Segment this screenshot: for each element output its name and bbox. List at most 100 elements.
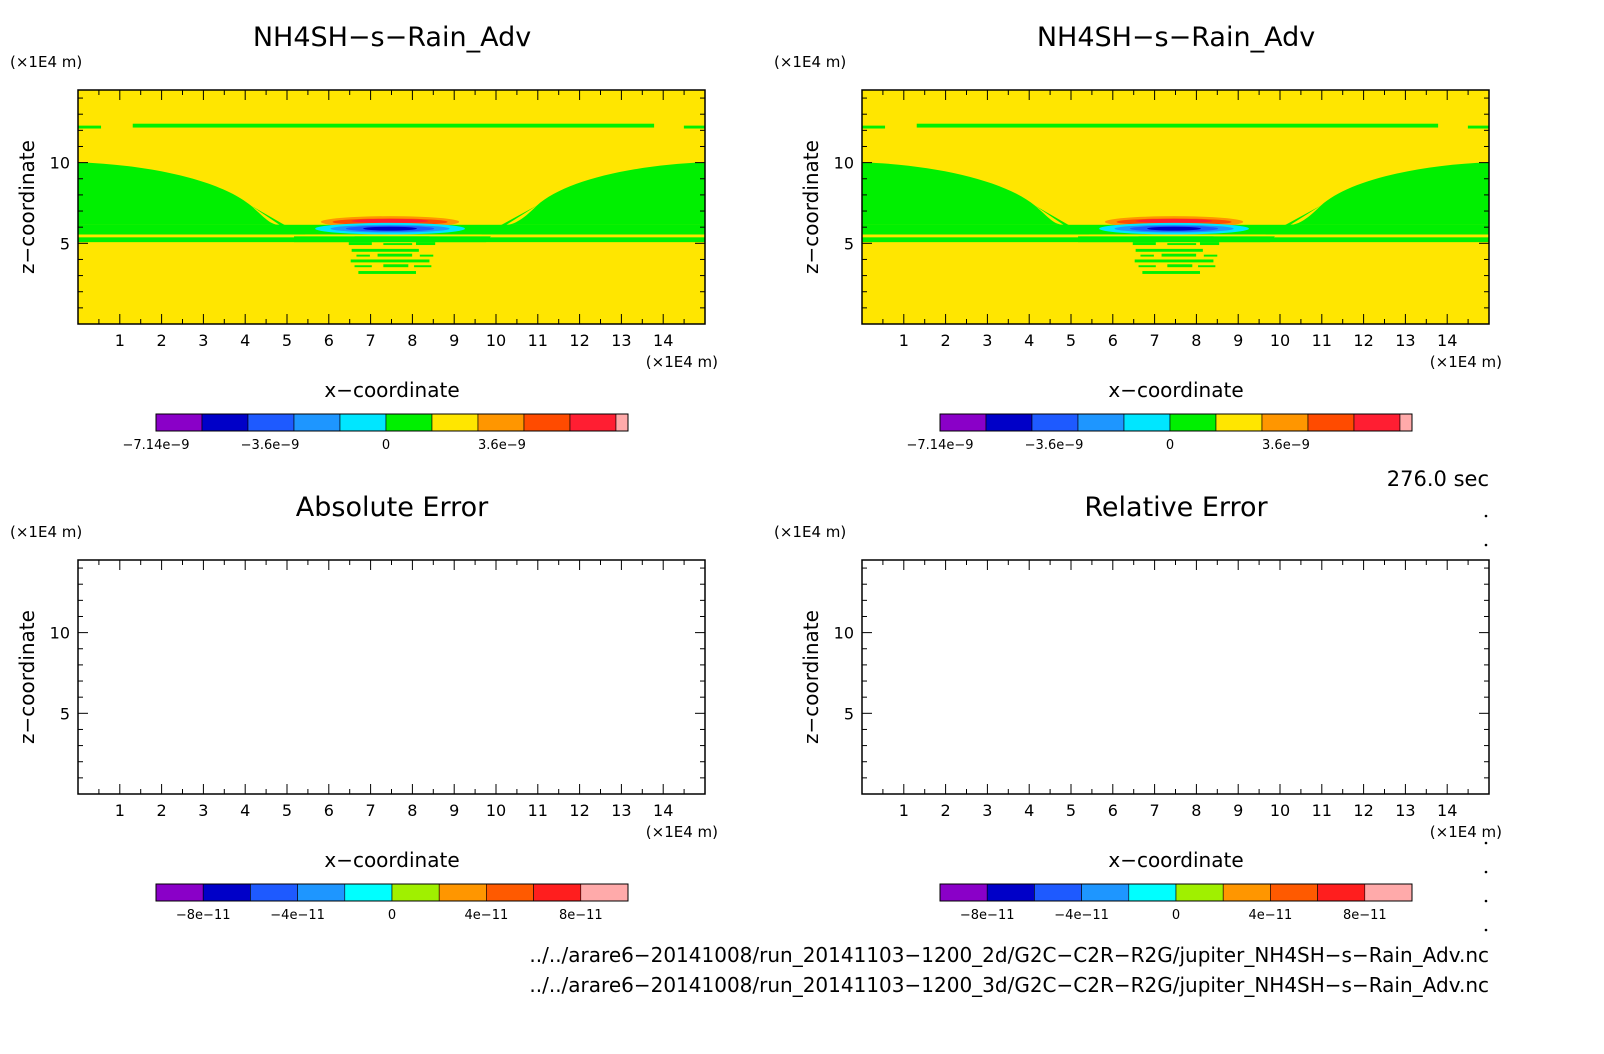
y-tick-label: 5: [844, 704, 854, 723]
colorbar-tick-label: 0: [388, 908, 396, 923]
colorbar-cell: [615, 413, 629, 432]
colorbar-cell: [533, 883, 582, 902]
x-tick-label: 6: [324, 801, 334, 820]
colorbar-tick-label: −7.14e−9: [907, 438, 974, 453]
x-tick-label: 3: [982, 331, 992, 350]
x-tick-label: 14: [653, 801, 673, 820]
colorbar-cell: [1128, 883, 1177, 902]
x-tick-label: 6: [1108, 331, 1118, 350]
x-tick-label: 14: [1437, 331, 1457, 350]
plot-frame: [77, 559, 706, 795]
colorbar-cell: [1353, 413, 1401, 432]
x-tick-label: 14: [653, 331, 673, 350]
file-path-3d: ../../arare6−20141008/run_20141103−1200_…: [529, 973, 1489, 997]
colorbar-cell: [477, 413, 525, 432]
x-tick-label: 10: [486, 331, 506, 350]
colorbar-cell: [523, 413, 571, 432]
colorbar-cell: [569, 413, 617, 432]
x-tick-label: 1: [115, 801, 125, 820]
x-tick-label: 11: [528, 331, 548, 350]
x-unit-label: (×1E4 m): [1430, 353, 1502, 371]
colorbar-cell: [1215, 413, 1263, 432]
x-tick-label: 8: [407, 331, 417, 350]
x-tick-label: 1: [899, 801, 909, 820]
x-tick-label: 4: [1024, 331, 1034, 350]
colorbar-cell: [580, 883, 629, 902]
y-axis-label: z−coordinate: [799, 610, 823, 744]
y-axis-label: z−coordinate: [15, 610, 39, 744]
y-tick-label: 10: [50, 624, 70, 643]
x-unit-label: (×1E4 m): [646, 823, 718, 841]
colorbar-tick-label: −3.6e−9: [241, 438, 300, 453]
colorbar-cell: [986, 883, 1035, 902]
x-tick-label: 5: [1066, 801, 1076, 820]
colorbar-tick-label: 8e−11: [1343, 908, 1387, 923]
x-tick-label: 14: [1437, 801, 1457, 820]
colorbar-cell: [155, 883, 204, 902]
colorbar-frame: [155, 883, 629, 902]
colorbar-tick-label: 3.6e−9: [478, 438, 526, 453]
y-axis-label: z−coordinate: [15, 140, 39, 274]
x-tick-label: 13: [1395, 331, 1415, 350]
colorbar-frame: [939, 883, 1413, 902]
colorbar-cell: [486, 883, 534, 902]
x-tick-label: 4: [1024, 801, 1034, 820]
x-tick-label: 5: [282, 331, 292, 350]
colorbar-cell: [438, 883, 487, 902]
x-tick-label: 2: [941, 801, 951, 820]
x-tick-label: 13: [611, 331, 631, 350]
x-tick-label: 9: [1233, 331, 1243, 350]
x-tick-label: 11: [1312, 801, 1332, 820]
x-tick-label: 3: [198, 801, 208, 820]
x-tick-label: 2: [157, 331, 167, 350]
colorbar-tick-label: 8e−11: [559, 908, 603, 923]
colorbar-cell: [939, 883, 988, 902]
colorbar-cell: [391, 883, 440, 902]
x-tick-label: 13: [1395, 801, 1415, 820]
colorbar-tick-label: −8e−11: [960, 908, 1015, 923]
panel-title: Relative Error: [1084, 492, 1268, 523]
y-unit-label: (×1E4 m): [10, 53, 82, 71]
contour-field: [862, 90, 1489, 324]
x-tick-label: 7: [1150, 801, 1160, 820]
plot-frame: [861, 559, 1490, 795]
colorbar-cell: [1169, 413, 1217, 432]
colorbar-cell: [1031, 413, 1079, 432]
x-tick-label: 5: [282, 801, 292, 820]
x-tick-label: 11: [1312, 331, 1332, 350]
colorbar-cell: [431, 413, 479, 432]
x-unit-label: (×1E4 m): [1430, 823, 1502, 841]
file-path-2d: ../../arare6−20141008/run_20141103−1200_…: [529, 943, 1489, 967]
x-tick-label: 9: [449, 801, 459, 820]
panel-absolute-error: Absolute Error (×1E4 m) 1 2 3 4 5 6 7 8 9 10 11 12 1…: [10, 492, 718, 923]
colorbar-tick-label: 4e−11: [465, 908, 509, 923]
colorbar-cell: [385, 413, 433, 432]
y-tick-label: 5: [844, 234, 854, 253]
colorbar: −8e−11 −4e−11 0 4e−11 8e−11: [155, 883, 629, 923]
x-tick-label: 8: [407, 801, 417, 820]
colorbar-cell: [297, 883, 346, 902]
y-tick-label: 10: [834, 624, 854, 643]
x-tick-label: 10: [1270, 801, 1290, 820]
colorbar-cell: [1034, 883, 1082, 902]
y-tick-label: 5: [60, 704, 70, 723]
x-tick-label: 12: [1353, 331, 1373, 350]
x-tick-label: 1: [115, 331, 125, 350]
colorbar-tick-label: −3.6e−9: [1025, 438, 1084, 453]
colorbar-cell: [293, 413, 341, 432]
panel-relative-error: Relative Error (×1E4 m) 1 2 3 4 5 6 7 8 9 10 11 12 1…: [774, 492, 1502, 923]
colorbar-cell: [985, 413, 1033, 432]
colorbar-tick-label: 4e−11: [1249, 908, 1293, 923]
contour-field: [78, 90, 705, 324]
x-tick-label: 7: [1150, 331, 1160, 350]
colorbar: −8e−11 −4e−11 0 4e−11 8e−11: [939, 883, 1413, 923]
x-tick-label: 2: [941, 331, 951, 350]
x-tick-label: 7: [366, 331, 376, 350]
colorbar-cell: [155, 413, 203, 432]
colorbar-cell: [1307, 413, 1355, 432]
x-tick-label: 3: [198, 331, 208, 350]
panel-title: NH4SH−s−Rain_Adv: [1037, 22, 1315, 53]
colorbar-tick-label: 0: [382, 438, 390, 453]
colorbar: −7.14e−9 −3.6e−9 0 3.6e−9: [123, 413, 629, 453]
